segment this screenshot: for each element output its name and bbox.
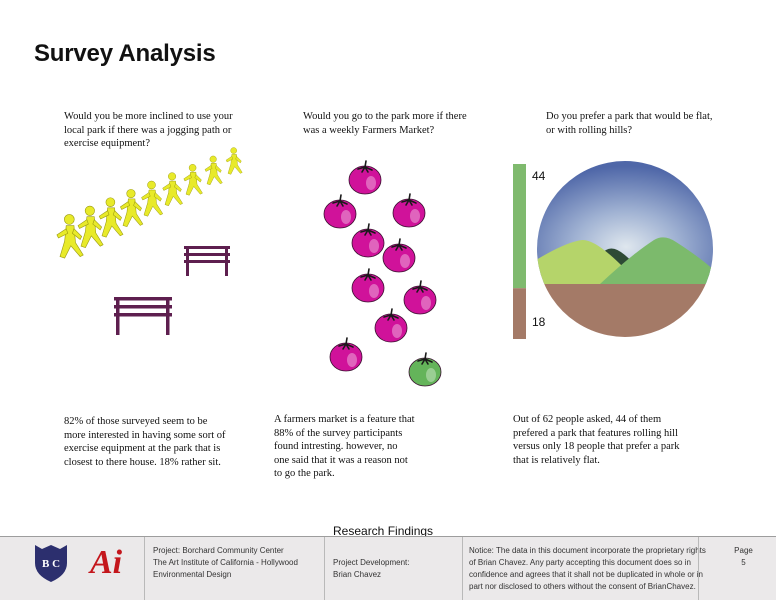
runner-icon (77, 205, 104, 249)
tomato-icon (392, 193, 426, 228)
answer-terrain: Out of 62 people asked, 44 of them prefe… (513, 413, 693, 467)
answer-line: to go the park. (274, 468, 335, 480)
tomato-icon (382, 238, 416, 273)
footer-page: Page 5 (698, 537, 776, 600)
answer-line: versus only 18 people that prefer a park (513, 441, 680, 453)
page-title: Survey Analysis (34, 40, 216, 67)
footer-line: Environmental Design (153, 570, 232, 579)
footer-line: Project Development: (333, 558, 410, 567)
tomato-icon (374, 308, 408, 343)
section-label: Research Findings (333, 524, 434, 538)
answer-farmers-market: A farmers market is a feature that 88% o… (274, 413, 424, 481)
bc-logo-text: B C (42, 558, 60, 570)
page-number: 5 (741, 558, 746, 567)
answer-line: 88% of the survey participants (274, 427, 403, 439)
tomato-icon (351, 223, 385, 258)
footer-project-info: Project: Borchard Community Center The A… (144, 537, 324, 600)
footer-line: The Art Institute of California - Hollyw… (153, 558, 298, 567)
runner-icon (204, 155, 223, 186)
tomato-icon (351, 268, 385, 303)
bench-icon-large (114, 297, 172, 335)
tomato-icon (403, 280, 437, 315)
runner-icon (225, 147, 243, 175)
question-farmers-market: Would you go to the park more if there w… (303, 110, 473, 137)
answer-line: more interested in having some sort of (64, 429, 226, 441)
footer-line: Brian Chavez (333, 570, 382, 579)
page-label: Page (734, 546, 753, 555)
footer-line: part nor disclosed to others without the… (469, 582, 696, 591)
question-line: local park if there was a jogging path o… (64, 124, 232, 136)
answer-line: that is relatively flat. (513, 454, 600, 466)
hill-green (600, 237, 713, 284)
question-line: Would you be more inclined to use your (64, 111, 233, 122)
footer-line: of Brian Chavez. Any party accepting thi… (469, 558, 691, 567)
answer-line: closest to there house. 18% rather sit. (64, 456, 221, 468)
answer-line: exercise equipment at the park that is (64, 443, 221, 455)
footer-line: Project: Borchard Community Center (153, 546, 284, 555)
answer-line: Out of 62 people asked, 44 of them (513, 414, 662, 425)
bar-label-flat: 18 (532, 315, 546, 329)
runner-icon (119, 188, 144, 228)
bench-icon-small (184, 246, 230, 276)
runner-icon (183, 163, 204, 196)
answer-line: one said that it was a reason not (274, 454, 408, 466)
tomatoes-illustration (323, 160, 442, 387)
footer-notice: Notice: The data in this document incorp… (462, 537, 706, 600)
question-line: exercise equipment? (64, 138, 150, 150)
runner-icon (140, 180, 164, 217)
answer-jogging: 82% of those surveyed seem to be more in… (64, 415, 244, 469)
footer: B C Ai Project: Borchard Community Cente… (0, 536, 776, 600)
answer-line: 82% of those surveyed seem to be (64, 416, 208, 427)
question-line: or with rolling hills? (546, 124, 633, 136)
terrain-preference-chart: 44 18 (513, 164, 546, 339)
answer-line: found intresting. however, no (274, 441, 398, 453)
ai-logo-text: Ai (88, 544, 123, 581)
tomato-icon (323, 194, 357, 229)
bar-flat (513, 288, 526, 339)
question-jogging: Would you be more inclined to use your l… (64, 110, 264, 151)
ai-logo-icon: Ai (88, 544, 123, 581)
bc-logo-icon: B C (35, 545, 67, 582)
bar-label-rolling-hills: 44 (532, 169, 546, 183)
question-line: Do you prefer a park that would be flat, (546, 111, 713, 122)
footer-project-development: Project Development: Brian Chavez (324, 537, 462, 600)
answer-line: A farmers market is a feature that (274, 414, 415, 425)
bar-rolling-hills (513, 164, 526, 289)
hill-light (537, 239, 632, 284)
tomato-green-icon (408, 352, 442, 387)
ground (537, 284, 713, 337)
landscape-illustration (537, 161, 713, 337)
benches-illustration (114, 246, 230, 335)
question-line: Would you go to the park more if there (303, 111, 467, 122)
tomato-icon (329, 337, 363, 372)
tomato-icon (348, 160, 382, 195)
runner-icon (56, 213, 85, 259)
runner-icon (98, 197, 124, 238)
answer-line: prefered a park that features rolling hi… (513, 427, 679, 439)
runner-icon (162, 172, 184, 207)
footer-line: confidence and agrees that it shall not … (469, 570, 703, 579)
question-line: was a weekly Farmers Market? (303, 124, 435, 136)
question-terrain: Do you prefer a park that would be flat,… (546, 110, 721, 137)
footer-line: Notice: The data in this document incorp… (469, 546, 706, 555)
